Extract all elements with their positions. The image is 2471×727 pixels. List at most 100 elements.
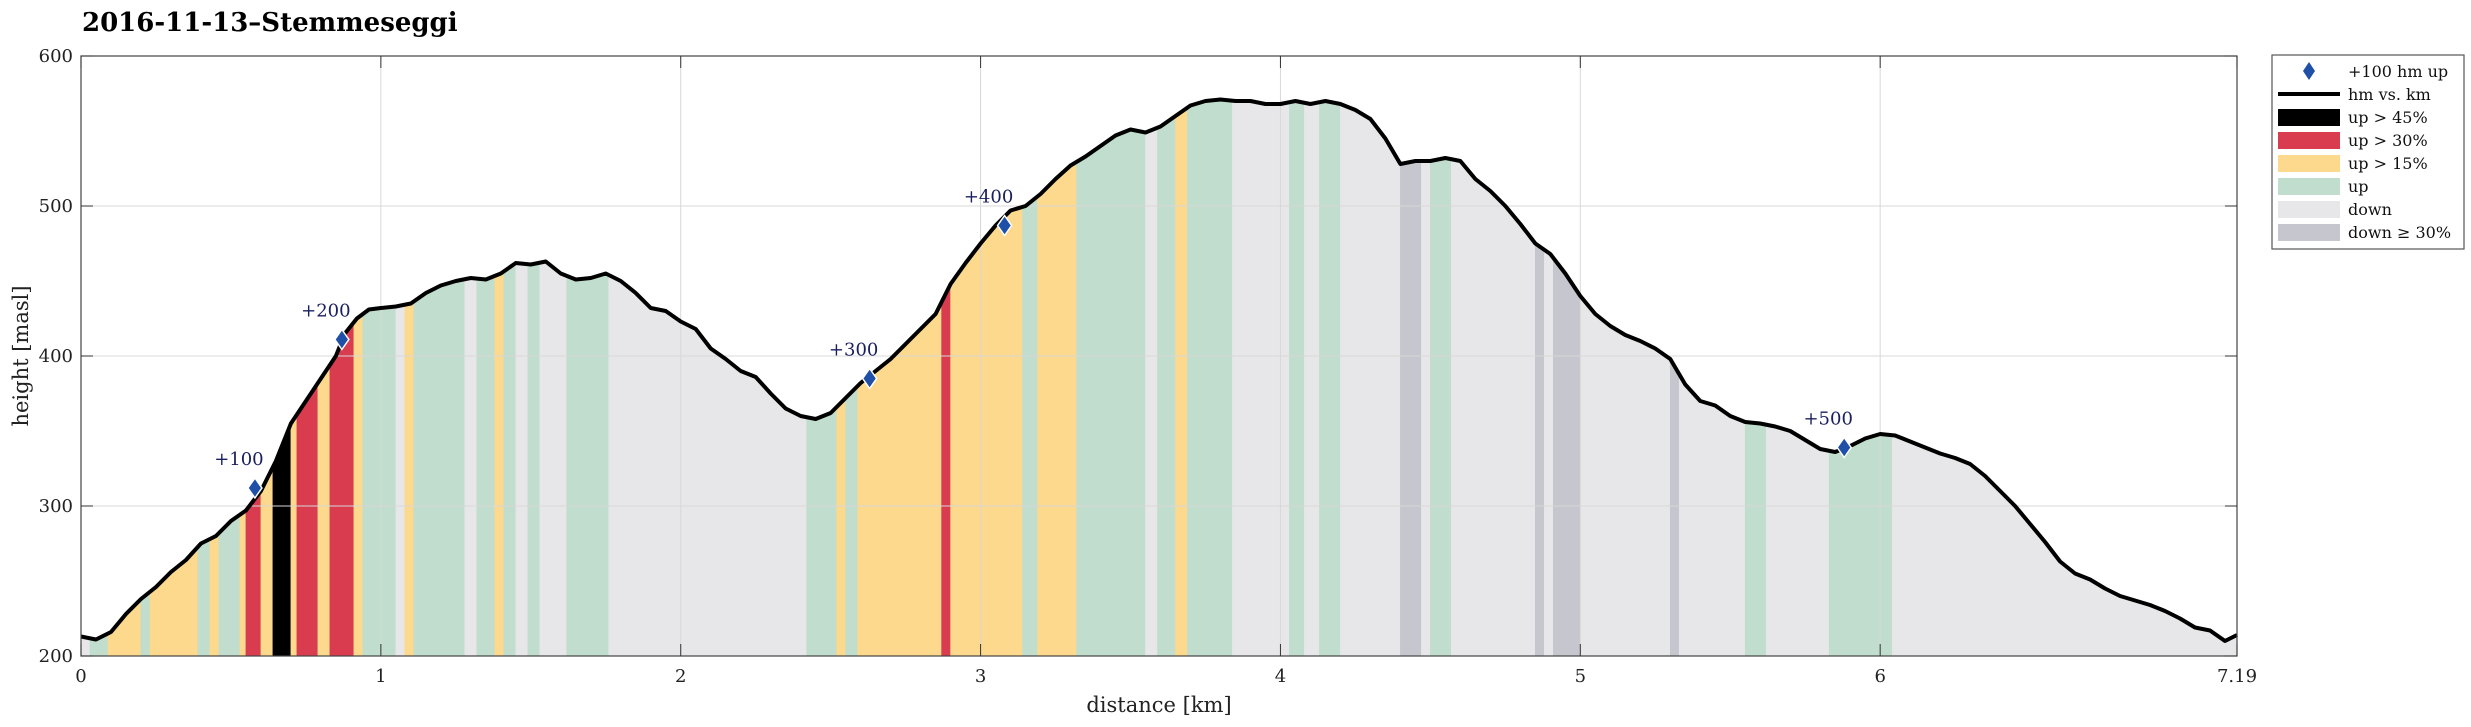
x-tick-label: 0 bbox=[75, 666, 86, 687]
segment-up bbox=[1289, 100, 1305, 657]
segment-down bbox=[1340, 103, 1401, 657]
segment-up15 bbox=[1175, 107, 1188, 657]
legend-swatch-up15 bbox=[2278, 155, 2340, 172]
segment-up bbox=[1187, 99, 1233, 657]
segment-up15 bbox=[260, 466, 274, 657]
milestone-label: +500 bbox=[1803, 409, 1852, 430]
profile-line-group bbox=[80, 97, 2238, 643]
segment-down bbox=[464, 277, 478, 657]
legend-swatch-down bbox=[2278, 201, 2340, 218]
x-tick-label: 1 bbox=[375, 666, 386, 687]
legend-swatch-marker bbox=[2303, 62, 2315, 80]
segment-down bbox=[1304, 101, 1320, 657]
segment-down bbox=[1451, 158, 1536, 657]
y-tick-label: 200 bbox=[39, 646, 73, 667]
x-axis-ticks: 0 1 2 3 4 5 6 7.19 bbox=[75, 56, 2257, 687]
segment-up15 bbox=[404, 300, 415, 657]
milestone-marker bbox=[996, 214, 1013, 237]
segment-up bbox=[476, 275, 496, 657]
legend-swatch-down30 bbox=[2278, 224, 2340, 241]
milestone-marker bbox=[861, 367, 878, 390]
milestone-label: +300 bbox=[829, 340, 878, 361]
segment-down30 bbox=[1669, 357, 1680, 657]
segment-down bbox=[1145, 127, 1158, 657]
milestone-label: +200 bbox=[301, 301, 350, 322]
segment-up30 bbox=[245, 490, 262, 657]
x-tick-label: 7.19 bbox=[2217, 666, 2257, 687]
milestone-marker bbox=[333, 328, 350, 351]
segment-down bbox=[515, 262, 529, 657]
plot-area: +100 +200 +300 +400 +500 bbox=[80, 55, 2238, 657]
milestone-marker bbox=[247, 476, 263, 500]
legend-label: up > 45% bbox=[2348, 108, 2428, 127]
segment-up bbox=[197, 538, 211, 657]
chart-title: 2016-11-13–Stemmeseggi bbox=[82, 8, 458, 38]
segment-up15 bbox=[494, 270, 505, 657]
segment-down bbox=[395, 304, 406, 657]
legend-label: up > 30% bbox=[2348, 131, 2428, 150]
legend-swatch-up bbox=[2278, 178, 2340, 195]
x-tick-label: 2 bbox=[675, 666, 686, 687]
x-tick-label: 6 bbox=[1874, 666, 1885, 687]
milestone-label: +400 bbox=[964, 187, 1013, 208]
x-tick-label: 5 bbox=[1575, 666, 1586, 687]
segment-up15 bbox=[353, 313, 364, 657]
legend-label: up bbox=[2348, 177, 2369, 196]
legend-swatch-up30 bbox=[2278, 132, 2340, 149]
profile-line bbox=[80, 97, 2238, 643]
segment-up bbox=[362, 306, 397, 657]
segment-up bbox=[503, 262, 517, 657]
segment-up30 bbox=[296, 382, 319, 657]
segment-up bbox=[1157, 115, 1176, 657]
legend-swatch-up45 bbox=[2278, 109, 2340, 126]
y-tick-label: 400 bbox=[39, 346, 73, 367]
segment-up15 bbox=[950, 206, 1023, 657]
milestone-markers: +100 +200 +300 +400 +500 bbox=[214, 187, 1853, 500]
segment-up30 bbox=[329, 321, 355, 657]
milestone-marker bbox=[1836, 436, 1853, 459]
segment-up15 bbox=[836, 397, 846, 657]
legend-label: up > 15% bbox=[2348, 154, 2428, 173]
x-tick-label: 4 bbox=[1275, 666, 1286, 687]
legend-label: +100 hm up bbox=[2348, 62, 2448, 81]
y-axis-label: height [masl] bbox=[9, 285, 33, 426]
segment-down bbox=[1765, 424, 1830, 657]
segment-up bbox=[140, 591, 151, 657]
segment-up bbox=[1076, 129, 1146, 657]
legend-label: down bbox=[2348, 200, 2392, 219]
segment-up15 bbox=[317, 364, 331, 657]
y-tick-label: 500 bbox=[39, 196, 73, 217]
segment-up bbox=[1430, 157, 1452, 657]
segment-down30 bbox=[1535, 242, 1545, 657]
segment-up bbox=[1319, 100, 1341, 657]
segment-down30 bbox=[1400, 160, 1422, 657]
segment-up bbox=[1828, 433, 1893, 657]
segment-up30 bbox=[941, 283, 951, 657]
segment-down bbox=[1544, 249, 1554, 657]
segment-down bbox=[539, 261, 568, 657]
x-axis-label: distance [km] bbox=[1086, 693, 1231, 717]
segment-up15 bbox=[1037, 161, 1077, 657]
x-tick-label: 3 bbox=[975, 666, 986, 687]
segment-up bbox=[566, 273, 610, 657]
segment-down30 bbox=[1553, 257, 1581, 657]
legend-label: hm vs. km bbox=[2348, 85, 2431, 104]
y-axis-ticks: 200 300 400 500 600 bbox=[39, 46, 2237, 667]
segment-up bbox=[806, 406, 837, 657]
segment-up bbox=[413, 278, 466, 657]
segment-up15 bbox=[290, 413, 298, 657]
milestone-label: +100 bbox=[214, 449, 263, 470]
y-tick-label: 600 bbox=[39, 46, 73, 67]
segment-up bbox=[527, 262, 541, 657]
segment-down bbox=[1421, 160, 1431, 657]
legend-label: down ≥ 30% bbox=[2348, 223, 2451, 242]
segment-up bbox=[218, 514, 241, 657]
segment-up bbox=[845, 385, 858, 657]
segment-up15 bbox=[239, 509, 247, 657]
segment-up bbox=[1022, 195, 1038, 657]
segment-up15 bbox=[209, 532, 220, 657]
y-tick-label: 300 bbox=[39, 496, 73, 517]
gradient-segments bbox=[80, 99, 2238, 657]
legend: +100 hm up hm vs. km up > 45% up > 30% up > … bbox=[2271, 54, 2465, 250]
